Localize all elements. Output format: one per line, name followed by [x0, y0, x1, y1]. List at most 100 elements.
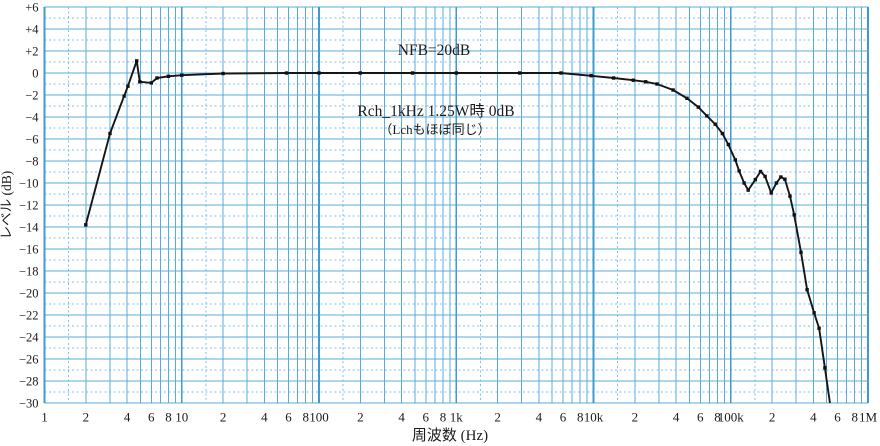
- data-point-marker: [166, 74, 171, 78]
- y-tick-label: 0: [32, 67, 38, 81]
- y-tick-label: −10: [19, 177, 39, 191]
- data-point-marker: [180, 73, 184, 77]
- x-axis-title: 周波数 (Hz): [412, 427, 488, 444]
- x-tick-label: 1k: [450, 410, 464, 425]
- data-point-marker: [149, 81, 153, 85]
- y-tick-label: −24: [19, 331, 39, 345]
- data-point-marker: [454, 71, 458, 75]
- data-point-marker: [631, 78, 635, 82]
- annotation-nfb: NFB=20dB: [398, 42, 470, 59]
- annotation-condition: Rch_1kHz 1.25W時 0dB: [357, 102, 514, 120]
- x-tick-label: 10: [175, 410, 188, 425]
- data-point-marker: [696, 105, 700, 109]
- y-tick-label: −28: [19, 375, 39, 389]
- x-tick-label: 6: [560, 410, 567, 425]
- data-point-marker: [737, 169, 741, 173]
- y-axis-title: レベル (dB): [0, 171, 14, 240]
- y-tick-label: −2: [25, 89, 38, 103]
- x-tick-label: 2: [220, 410, 227, 425]
- x-tick-label: 4: [810, 410, 817, 425]
- x-tick-label: 2: [357, 410, 364, 425]
- y-tick-label: −20: [19, 287, 39, 301]
- data-point-marker: [779, 175, 783, 179]
- x-tick-label: 8: [440, 410, 447, 425]
- data-point-marker: [733, 158, 737, 162]
- data-point-marker: [284, 71, 289, 75]
- grid-lines: [43, 6, 869, 404]
- data-point-marker: [108, 131, 112, 136]
- data-point-marker: [713, 122, 717, 126]
- data-point-marker: [155, 76, 159, 80]
- data-point-marker: [769, 191, 773, 195]
- data-point-marker: [126, 84, 130, 88]
- data-point-marker: [742, 181, 746, 185]
- y-tick-label: −16: [19, 243, 39, 257]
- data-point-marker: [644, 80, 648, 84]
- y-tick-label: −18: [19, 265, 39, 279]
- x-tick-label: 4: [536, 410, 543, 425]
- y-tick-label: −12: [19, 199, 39, 213]
- data-point-marker: [829, 408, 832, 411]
- x-tick-label: 8: [302, 410, 309, 425]
- data-point-marker: [410, 71, 415, 75]
- x-tick-label: 2: [494, 410, 501, 425]
- x-tick-label: 8: [577, 410, 584, 425]
- data-point-marker: [746, 188, 750, 192]
- data-point-marker: [655, 82, 659, 86]
- data-point-marker: [758, 169, 763, 174]
- y-axis-tick-labels: +6 +4 +2 0 −2 −4 −6 −8 −10 −12 −14 −16 −18 −20 −22 −24 −…: [19, 1, 39, 411]
- x-tick-label: 4: [398, 410, 405, 425]
- data-point-marker: [720, 131, 725, 136]
- data-point-marker: [138, 80, 142, 84]
- data-point-marker: [221, 71, 225, 76]
- x-tick-label: 8: [165, 410, 172, 425]
- y-tick-label: −22: [19, 309, 39, 323]
- y-tick-label: −4: [25, 111, 39, 125]
- x-tick-label: 6: [285, 410, 292, 425]
- x-tick-label: 2: [769, 410, 776, 425]
- data-point-marker: [84, 223, 88, 227]
- data-point-marker: [774, 181, 779, 185]
- data-point-marker: [135, 59, 139, 63]
- x-tick-label: 10k: [584, 410, 604, 425]
- y-tick-label: +6: [25, 1, 38, 15]
- y-tick-label: +4: [25, 23, 39, 37]
- data-point-marker: [559, 71, 563, 75]
- y-tick-label: −6: [25, 133, 38, 147]
- data-point-marker: [799, 250, 803, 254]
- y-tick-label: +2: [25, 45, 38, 59]
- data-point-marker: [805, 288, 809, 292]
- response-curve: [84, 59, 832, 411]
- x-tick-label: 100k: [718, 410, 745, 425]
- data-point-marker: [705, 114, 709, 118]
- data-point-marker: [763, 174, 767, 179]
- data-point-marker: [726, 142, 730, 147]
- x-tick-label: 2: [83, 410, 90, 425]
- y-tick-label: −14: [19, 221, 39, 235]
- y-tick-label: −30: [19, 397, 39, 411]
- x-tick-label: 8: [851, 410, 858, 425]
- x-tick-label: 8: [714, 410, 721, 425]
- data-point-marker: [518, 71, 522, 75]
- data-point-marker: [358, 71, 362, 75]
- y-tick-label: −8: [25, 155, 38, 169]
- data-point-marker: [817, 326, 821, 330]
- x-tick-label: 1: [41, 410, 48, 425]
- data-point-marker: [788, 194, 792, 198]
- data-point-marker: [317, 71, 321, 75]
- data-point-marker: [812, 311, 816, 315]
- annotation-note: （Lchもほぼ同じ）: [379, 122, 490, 137]
- x-tick-label: 6: [148, 410, 155, 425]
- data-point-marker: [671, 88, 675, 92]
- data-point-marker: [823, 366, 827, 370]
- data-point-marker: [792, 213, 796, 217]
- data-point-marker: [783, 177, 787, 181]
- x-tick-label: 4: [261, 410, 268, 425]
- x-tick-label: 1M: [859, 410, 878, 425]
- x-tick-label: 4: [673, 410, 680, 425]
- x-tick-label: 2: [632, 410, 639, 425]
- x-tick-label: 6: [697, 410, 704, 425]
